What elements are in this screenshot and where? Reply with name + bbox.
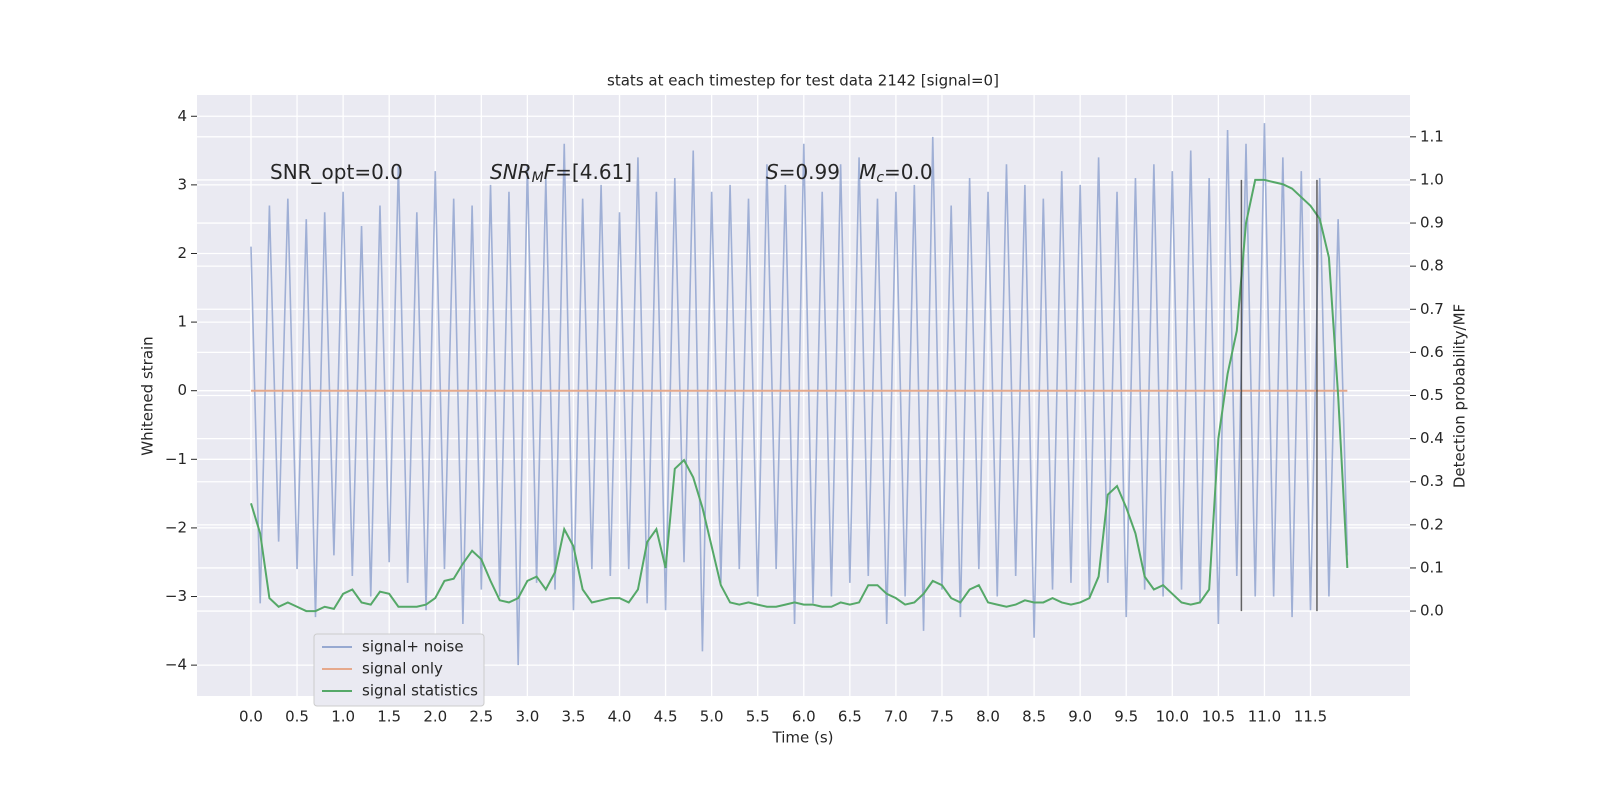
- chart-title: stats at each timestep for test data 214…: [607, 72, 999, 90]
- y2-tick-label: 1.1: [1420, 127, 1444, 145]
- legend-label: signal+ noise: [362, 638, 464, 656]
- y-tick-label: 2: [177, 244, 187, 262]
- y2-tick-label: 0.0: [1420, 602, 1444, 620]
- annotation: SNR_opt=0.0: [270, 160, 403, 184]
- annotation-part: c: [876, 170, 884, 186]
- x-tick-label: 8.5: [1022, 708, 1046, 726]
- x-tick-label: 7.5: [930, 708, 954, 726]
- y2-tick-label: 0.3: [1420, 472, 1444, 490]
- x-tick-label: 1.0: [331, 708, 355, 726]
- annotation-part: SNR_opt=0.0: [270, 160, 403, 184]
- y-tick-label: 4: [177, 107, 187, 125]
- y-tick-label: 0: [177, 381, 187, 399]
- y2-tick-label: 0.8: [1420, 257, 1444, 275]
- y-tick-label: 3: [177, 175, 187, 193]
- series-line: [250, 178, 1349, 613]
- annotation: SNRMF=[4.61]: [490, 160, 632, 187]
- x-tick-label: 3.0: [515, 708, 539, 726]
- x-tick-label: 9.5: [1114, 708, 1138, 726]
- x-tick-label: 2.0: [423, 708, 447, 726]
- legend-label: signal only: [362, 660, 443, 678]
- annotation-part: F: [544, 160, 556, 184]
- x-tick-label: 6.0: [792, 708, 816, 726]
- x-tick-label: 6.5: [838, 708, 862, 726]
- y-tick-label: −2: [165, 518, 187, 536]
- y-tick-label: −4: [165, 656, 187, 674]
- annotation-part: =0.0: [884, 160, 933, 184]
- x-tick-label: 1.5: [377, 708, 401, 726]
- annotation-part: M: [532, 170, 544, 186]
- x-tick-label: 5.5: [746, 708, 770, 726]
- x-tick-label: 11.0: [1248, 708, 1281, 726]
- y2-axis-label: Detection probability/MF: [1451, 304, 1469, 488]
- y2-tick-label: 0.4: [1420, 429, 1444, 447]
- legend-box: [313, 633, 485, 707]
- y2-tick-label: 0.9: [1420, 214, 1444, 232]
- x-tick-label: 4.0: [608, 708, 632, 726]
- x-tick-label: 3.5: [562, 708, 586, 726]
- y-tick-label: −1: [165, 450, 187, 468]
- x-tick-label: 8.0: [976, 708, 1000, 726]
- x-tick-label: 9.0: [1068, 708, 1092, 726]
- y2-tick-label: 0.5: [1420, 386, 1444, 404]
- y2-tick-label: 0.1: [1420, 558, 1444, 576]
- x-tick-label: 0.0: [239, 708, 263, 726]
- x-tick-label: 4.5: [654, 708, 678, 726]
- annotation-part: S: [766, 160, 779, 184]
- x-tick-label: 2.5: [469, 708, 493, 726]
- y-axis-label: Whitened strain: [139, 336, 157, 455]
- x-tick-label: 10.5: [1202, 708, 1235, 726]
- y2-tick-label: 0.2: [1420, 515, 1444, 533]
- legend-label: signal statistics: [362, 682, 478, 700]
- y2-tick-label: 0.6: [1420, 343, 1444, 361]
- y2-tick-label: 0.7: [1420, 300, 1444, 318]
- annotation-part: SNR: [490, 160, 532, 184]
- annotation-part: M: [859, 160, 876, 184]
- x-tick-label: 10.0: [1156, 708, 1189, 726]
- annotation: S=0.99 Mc=0.0: [766, 160, 933, 187]
- annotation-part: =0.99: [779, 160, 859, 184]
- x-tick-label: 5.0: [700, 708, 724, 726]
- y2-tick-label: 1.0: [1420, 170, 1444, 188]
- series-line: [250, 123, 1349, 666]
- y-tick-label: −3: [165, 587, 187, 605]
- annotation-part: =[4.61]: [555, 160, 632, 184]
- x-tick-label: 7.0: [884, 708, 908, 726]
- x-tick-label: 11.5: [1294, 708, 1327, 726]
- x-axis-label: Time (s): [772, 729, 834, 747]
- y-tick-label: 1: [177, 313, 187, 331]
- x-tick-label: 0.5: [285, 708, 309, 726]
